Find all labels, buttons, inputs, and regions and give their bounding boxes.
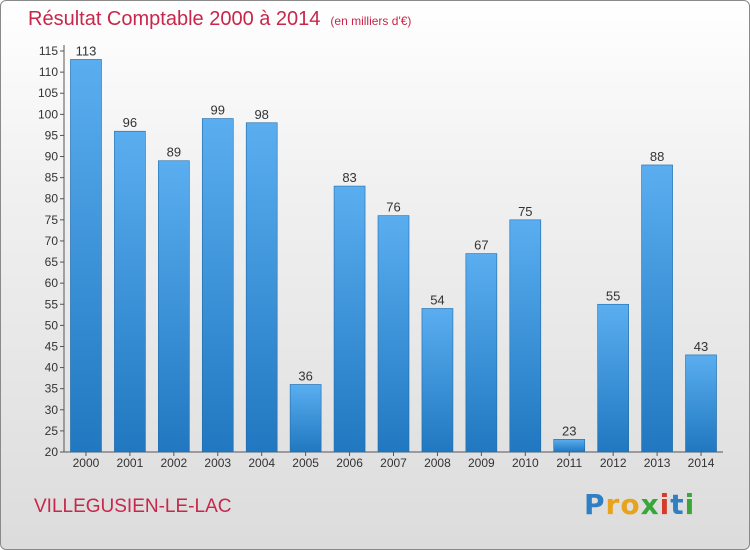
bar-value-label: 88 xyxy=(650,149,664,164)
y-tick-label: 105 xyxy=(38,86,58,100)
y-tick-label: 100 xyxy=(38,107,58,121)
bar xyxy=(465,253,498,453)
y-tick-label: 65 xyxy=(45,255,59,269)
bar xyxy=(114,130,146,453)
x-tick-label: 2008 xyxy=(424,456,451,470)
bar-value-label: 67 xyxy=(474,238,488,253)
proxiti-logo: Proxiti xyxy=(584,488,695,521)
x-tick-label: 2011 xyxy=(556,456,582,470)
x-tick-label: 2014 xyxy=(688,456,715,470)
bar xyxy=(201,118,234,453)
x-tick-label: 2013 xyxy=(644,456,671,470)
bar-value-label: 76 xyxy=(386,200,400,215)
chart-title: Résultat Comptable 2000 à 2014 (en millie… xyxy=(28,8,411,31)
bar-value-label: 43 xyxy=(694,339,708,354)
bar xyxy=(421,308,454,453)
x-tick-label: 2005 xyxy=(292,456,319,470)
bar xyxy=(70,59,102,453)
y-tick-label: 60 xyxy=(45,276,59,290)
bar-value-label: 89 xyxy=(167,145,181,160)
logo-letter: i xyxy=(659,488,671,521)
y-tick-label: 110 xyxy=(39,65,58,79)
bar xyxy=(685,354,717,453)
logo-letter: o xyxy=(620,488,641,521)
y-tick-label: 75 xyxy=(45,213,59,227)
title-unit: (en milliers d'€) xyxy=(330,14,412,28)
bar-value-label: 54 xyxy=(430,292,444,307)
x-tick-label: 2012 xyxy=(600,456,627,470)
bar-value-label: 83 xyxy=(342,170,356,185)
x-tick-label: 2003 xyxy=(204,456,231,470)
y-tick-label: 25 xyxy=(45,424,59,438)
logo-letter: r xyxy=(605,488,621,521)
bar-value-label: 113 xyxy=(76,43,97,58)
bar-value-label: 98 xyxy=(254,107,268,122)
bar xyxy=(377,215,410,453)
bar xyxy=(289,384,322,453)
logo-letter: x xyxy=(640,488,660,521)
bar-value-label: 99 xyxy=(211,103,225,118)
x-tick-label: 2007 xyxy=(380,456,407,470)
bar-value-label: 75 xyxy=(518,204,532,219)
y-tick-label: 95 xyxy=(45,128,59,142)
y-tick-label: 45 xyxy=(45,339,59,353)
bar xyxy=(158,160,190,453)
y-tick-label: 85 xyxy=(45,171,59,185)
y-tick-label: 80 xyxy=(45,192,59,206)
y-tick-label: 30 xyxy=(45,403,59,417)
y-tick-label: 70 xyxy=(45,234,59,248)
x-tick-label: 2009 xyxy=(468,456,495,470)
y-tick-label: 50 xyxy=(45,318,59,332)
bar xyxy=(641,164,673,453)
bar-value-label: 96 xyxy=(123,115,137,130)
x-tick-label: 2000 xyxy=(73,456,100,470)
commune-name: VILLEGUSIEN-LE-LAC xyxy=(34,496,232,517)
y-tick-label: 115 xyxy=(39,44,58,58)
bar-value-label: 55 xyxy=(606,288,620,303)
bar xyxy=(597,303,629,453)
bar-value-label: 23 xyxy=(562,423,576,438)
y-tick-label: 55 xyxy=(45,297,59,311)
y-tick-label: 35 xyxy=(45,382,59,396)
bar xyxy=(553,439,586,453)
bar-value-label: 36 xyxy=(298,368,312,383)
y-tick-label: 20 xyxy=(45,445,59,459)
x-tick-label: 2006 xyxy=(336,456,363,470)
x-tick-label: 2001 xyxy=(117,456,144,470)
bar xyxy=(245,122,278,453)
logo-letter: t xyxy=(670,488,685,521)
x-tick-label: 2010 xyxy=(512,456,539,470)
y-tick-label: 90 xyxy=(45,150,59,164)
x-tick-label: 2004 xyxy=(248,456,275,470)
logo-letter: P xyxy=(584,488,606,521)
x-tick-label: 2002 xyxy=(160,456,187,470)
bar xyxy=(333,185,366,453)
bar xyxy=(509,219,542,453)
logo-letter: i xyxy=(684,488,696,521)
y-tick-label: 40 xyxy=(45,361,59,375)
title-main: Résultat Comptable 2000 à 2014 xyxy=(28,8,321,30)
